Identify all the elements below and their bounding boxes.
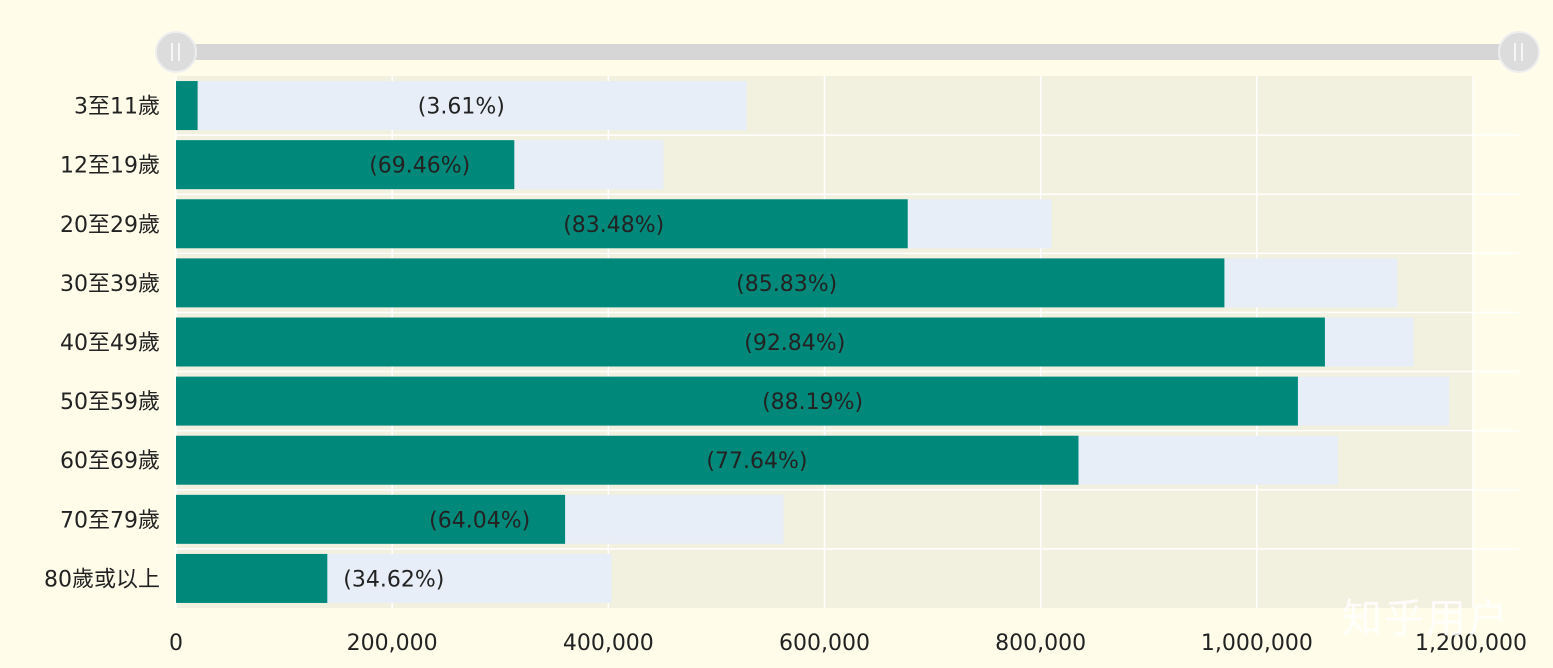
bar-data-label: (92.84%)	[744, 331, 845, 356]
x-tick-label: 1,000,000	[1201, 631, 1313, 656]
bar-share[interactable]	[176, 81, 198, 131]
slider-handle-right[interactable]	[1498, 31, 1540, 73]
category-label: 30至39歲	[60, 272, 160, 297]
category-label: 3至11歲	[74, 95, 160, 120]
bar-data-label: (34.62%)	[343, 567, 444, 592]
category-label: 80歲或以上	[44, 567, 160, 592]
category-label: 60至69歲	[60, 449, 160, 474]
bar-data-label: (64.04%)	[429, 508, 530, 533]
bars: (3.61%) (69.46%) (83.48%) (85.83%) (92.84%) (…	[176, 81, 1450, 603]
category-label: 40至49歲	[60, 331, 160, 356]
x-tick-label: 800,000	[995, 631, 1086, 656]
bar-share[interactable]	[176, 317, 1325, 367]
bar-share[interactable]	[176, 553, 328, 603]
x-tick-label: 600,000	[779, 631, 870, 656]
bar-total[interactable]	[176, 81, 747, 131]
bar-share[interactable]	[176, 376, 1298, 426]
grip-icon	[1514, 43, 1523, 61]
bar-data-label: (85.83%)	[736, 272, 837, 297]
slider-track[interactable]	[176, 44, 1519, 60]
range-slider[interactable]	[155, 31, 1540, 73]
category-label: 50至59歲	[60, 390, 160, 415]
x-tick-label: 400,000	[563, 631, 654, 656]
bar-share[interactable]	[176, 140, 515, 190]
bar-share[interactable]	[176, 258, 1225, 308]
bar-data-label: (77.64%)	[706, 449, 807, 474]
x-tick-label: 200,000	[347, 631, 438, 656]
category-label: 70至79歲	[60, 508, 160, 533]
bar-share[interactable]	[176, 435, 1079, 485]
bar-data-label: (88.19%)	[762, 390, 863, 415]
x-tick-label: 0	[169, 631, 183, 656]
bar-share[interactable]	[176, 494, 566, 544]
bar-data-label: (83.48%)	[563, 213, 664, 238]
bar-data-label: (69.46%)	[369, 154, 470, 179]
category-label: 20至29歲	[60, 213, 160, 238]
x-axis-ticks: 0 200,000 400,000 600,000 800,000 1,000,000 1,…	[169, 631, 1527, 656]
grip-icon	[171, 43, 180, 61]
category-label: 12至19歲	[60, 154, 160, 179]
watermark: 知乎用户	[1342, 596, 1510, 642]
category-labels: 3至11歲 12至19歲 20至29歲 30至39歲 40至49歲 50至59歲 60至69…	[44, 95, 160, 593]
slider-handle-left[interactable]	[155, 31, 197, 73]
x-tick-label: 1,200,000	[1415, 631, 1527, 656]
bar-share[interactable]	[176, 199, 908, 249]
bar-data-label: (3.61%)	[418, 95, 505, 120]
